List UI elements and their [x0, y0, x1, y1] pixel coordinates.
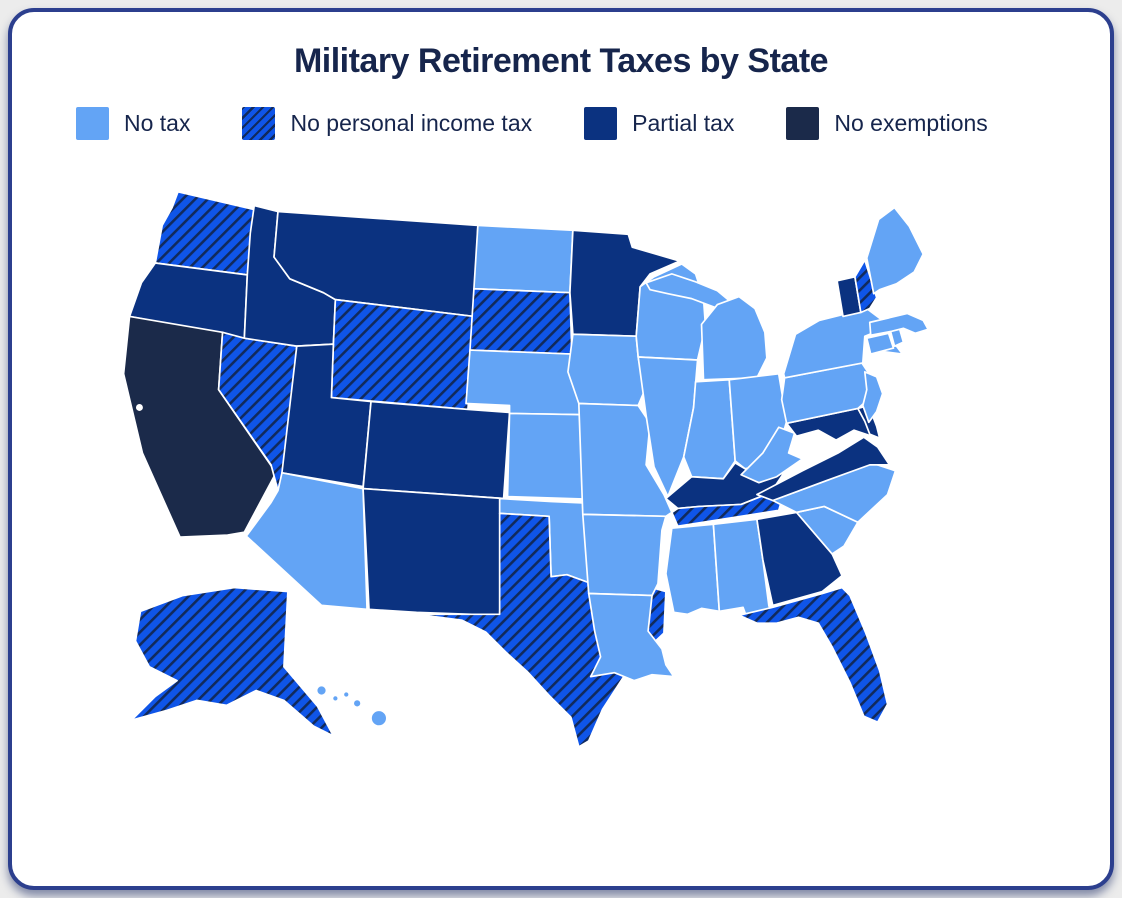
- legend-label-no-exemptions: No exemptions: [834, 110, 988, 136]
- legend-swatch-no-personal-income-tax-icon: [242, 107, 276, 140]
- san-francisco-bay: [135, 404, 143, 411]
- state-new-mexico: New Mexico: [362, 487, 505, 617]
- legend-item-no-tax: No tax: [76, 107, 190, 140]
- state-illinois: Illinois: [637, 356, 699, 498]
- state-hawaii: Hawaii: [315, 684, 388, 727]
- state-arkansas: Arkansas: [581, 513, 667, 597]
- state-alaska: Alaska: [130, 586, 335, 737]
- state-new-hampshire: New Hampshire: [854, 259, 878, 314]
- legend-swatch-partial-tax-icon: [584, 107, 618, 140]
- state-louisiana: Louisiana: [587, 592, 675, 682]
- state-mississippi: Mississippi: [665, 523, 721, 616]
- state-texas: Texas: [415, 512, 667, 748]
- state-connecticut: Connecticut: [865, 332, 895, 355]
- state-south-dakota: South Dakota: [469, 287, 573, 355]
- legend-label-no-personal-income-tax: No personal income tax: [290, 110, 533, 136]
- state-wyoming: Wyoming: [330, 298, 475, 411]
- legend-swatch-no-tax-icon: [76, 107, 109, 140]
- state-pennsylvania: Pennsylvania: [780, 362, 871, 425]
- map-container: Washington Oregon California Nevada Idah…: [86, 168, 1036, 787]
- state-maine: Maine: [865, 206, 925, 295]
- state-washington: Washington: [154, 190, 256, 276]
- state-massachusetts: Massachusetts: [868, 312, 929, 337]
- state-minnesota: Minnesota: [569, 229, 681, 338]
- infographic-card: Military Retirement Taxes by State No ta…: [8, 8, 1114, 890]
- legend-label-no-tax: No tax: [124, 110, 191, 136]
- us-map: Washington Oregon California Nevada Idah…: [122, 190, 929, 748]
- state-west-virginia: West Virginia: [740, 426, 804, 484]
- state-florida: Florida: [738, 586, 889, 723]
- state-colorado: Colorado: [362, 400, 511, 500]
- legend-swatch-no-exemptions-icon: [786, 107, 820, 140]
- legend-label-partial-tax: Partial tax: [632, 110, 735, 136]
- legend: No tax No personal income tax Partial ta…: [76, 107, 1110, 140]
- legend-item-no-personal-income-tax: No personal income tax: [242, 107, 532, 140]
- state-new-jersey: New Jersey: [861, 371, 884, 424]
- legend-item-partial-tax: Partial tax: [584, 107, 734, 140]
- state-iowa: Iowa: [567, 333, 645, 407]
- state-north-dakota: North Dakota: [473, 224, 574, 294]
- state-michigan: Michigan: [700, 295, 768, 381]
- page-title: Military Retirement Taxes by State: [293, 42, 829, 80]
- state-virginia: Virginia: [756, 436, 891, 502]
- legend-item-no-exemptions: No exemptions: [786, 107, 988, 140]
